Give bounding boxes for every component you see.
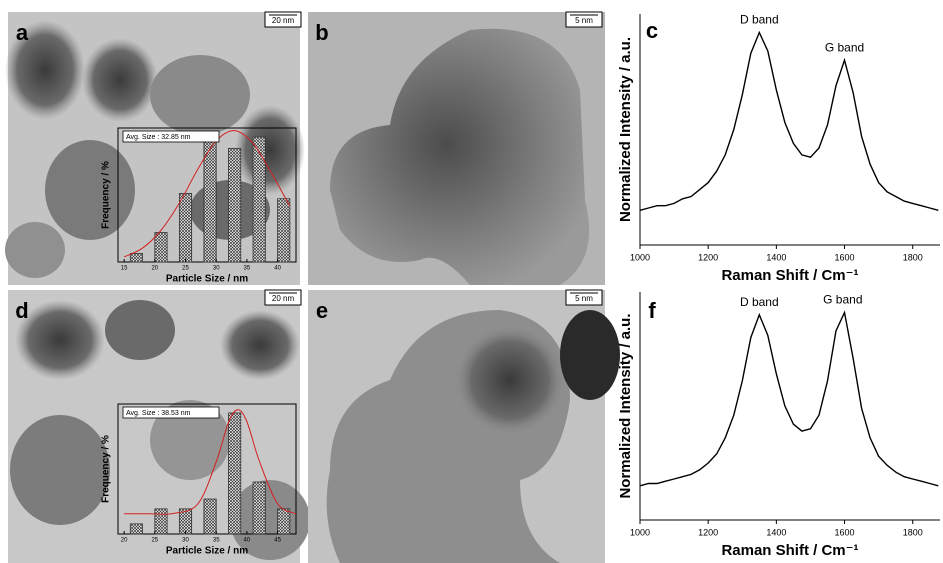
scale-bar-text: 20 nm [272, 16, 295, 25]
x-tick-label: 1600 [835, 527, 855, 537]
band-annotation: G band [823, 293, 862, 307]
x-tick-label: 45 [274, 538, 281, 544]
x-tick-label: 1800 [903, 527, 923, 537]
x-tick-label: 30 [213, 266, 220, 272]
scale-bar-text: 5 nm [575, 16, 593, 25]
x-tick-label: 1800 [903, 252, 923, 262]
x-tick-label: 25 [151, 538, 158, 544]
x-tick-label: 1600 [835, 252, 855, 262]
x-tick-label: 20 [151, 266, 158, 272]
x-axis-label: Raman Shift / Cm⁻¹ [721, 542, 858, 559]
x-axis-label: Particle Size / nm [166, 274, 248, 285]
bar [179, 193, 191, 262]
bar [253, 482, 265, 534]
hrtem-image [308, 290, 620, 563]
spectrum-line [640, 313, 938, 486]
x-tick-label: 30 [182, 538, 189, 544]
x-tick-label: 1000 [630, 252, 650, 262]
y-axis-label: Frequency / % [101, 161, 112, 229]
bar [278, 509, 290, 534]
panel-label: e [316, 298, 328, 323]
page: body { margin: 0; font-family: "Liberati… [0, 0, 943, 563]
scale-bar: 20 nm [265, 12, 301, 27]
bar [228, 148, 240, 262]
x-tick-label: 1400 [766, 527, 786, 537]
x-tick-label: 40 [244, 538, 251, 544]
bar [130, 253, 142, 262]
y-axis-label: Frequency / % [101, 435, 112, 503]
bar [278, 199, 290, 262]
x-axis-label: Raman Shift / Cm⁻¹ [721, 267, 858, 284]
x-tick-label: 35 [244, 266, 251, 272]
bar [130, 524, 142, 534]
scale-bar: 5 nm [566, 12, 602, 27]
x-tick-label: 1200 [698, 252, 718, 262]
panel-label: b [315, 20, 328, 45]
x-tick-label: 1400 [766, 252, 786, 262]
scale-bar: 20 nm [265, 290, 301, 305]
bar [155, 233, 167, 262]
x-tick-label: 1200 [698, 527, 718, 537]
bar [253, 137, 265, 262]
y-axis-label: Normalized Intensity / a.u. [617, 313, 634, 498]
panel-label: c [646, 18, 658, 43]
y-axis-label: Normalized Intensity / a.u. [617, 37, 634, 222]
hrtem-image [308, 12, 605, 285]
panel-label: a [16, 20, 29, 45]
x-tick-label: 15 [121, 266, 128, 272]
panel-label: f [648, 298, 656, 323]
body: {"panels": [ {"label": "a", "scale_bar":… [0, 0, 943, 563]
band-annotation: D band [740, 295, 779, 309]
bar [204, 499, 216, 534]
bar [228, 413, 240, 534]
x-tick-label: 1000 [630, 527, 650, 537]
x-tick-label: 20 [121, 538, 128, 544]
x-tick-label: 35 [213, 538, 220, 544]
x-axis-label: Particle Size / nm [166, 546, 248, 557]
figure: a 20 nm b 5 nm c d 20 nm e 5 nm f 15 20 25 30 35 40 Avg.… [0, 0, 943, 563]
scale-bar: 5 nm [566, 290, 602, 305]
band-annotation: G band [825, 40, 864, 54]
bar [155, 509, 167, 534]
x-tick-label: 25 [182, 266, 189, 272]
annotation: Avg. Size : 38.53 nm [126, 410, 191, 417]
scale-bar-text: 5 nm [575, 294, 593, 303]
scale-bar-text: 20 nm [272, 294, 295, 303]
band-annotation: D band [740, 13, 779, 27]
annotation: Avg. Size : 32.85 nm [126, 134, 191, 141]
panel-label: d [15, 298, 28, 323]
spectrum-line [640, 33, 938, 211]
x-tick-label: 40 [274, 266, 281, 272]
